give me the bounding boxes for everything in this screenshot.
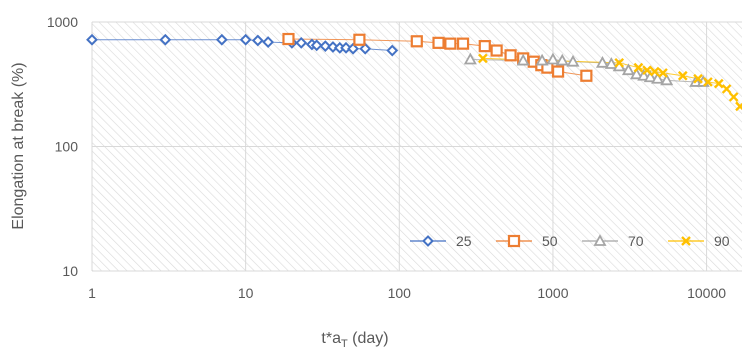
series-50-point (282, 32, 295, 46)
series-90-point (658, 68, 668, 78)
series-70-point (516, 53, 530, 66)
y-tick-label: 1000 (47, 14, 78, 30)
data-markers (86, 32, 742, 112)
x-tick-label: 1000 (537, 285, 568, 301)
series-90-point (703, 77, 713, 87)
series-70-point (621, 63, 635, 76)
series-25-point (327, 41, 339, 53)
series-90-point (614, 57, 625, 68)
series-50-point (456, 37, 470, 50)
series-25-point (251, 34, 264, 47)
series-50-point (353, 33, 366, 46)
series-50-point (432, 36, 445, 49)
series-25-point (340, 41, 352, 54)
series-70-point (630, 67, 644, 80)
series-50-point (410, 35, 423, 48)
series-90-point (642, 65, 652, 76)
series-90-point (478, 53, 488, 64)
legend-marker (593, 234, 607, 246)
marker-stroke (693, 73, 703, 84)
x-tick-label: 10 (238, 285, 254, 301)
legend-label: 90 (714, 233, 730, 249)
x-axis-title-main: t*a (321, 330, 341, 347)
series-90-point (735, 101, 742, 112)
legend-marker (422, 235, 434, 247)
tick-labels: 1 10 100 1000 10000 10 100 1000 (47, 14, 726, 301)
legend-marker (681, 236, 691, 246)
series-90-point (677, 70, 688, 81)
series-70-point (566, 54, 580, 67)
y-axis-title: Elongation at break (%) (10, 62, 27, 229)
legend-label: 50 (542, 233, 558, 249)
series-70-point (651, 71, 665, 84)
legend-marker (507, 234, 521, 248)
marker-stroke (703, 77, 713, 87)
legend-item-25: 25 (410, 233, 472, 249)
marker-stroke (633, 62, 644, 73)
marker-stroke (713, 78, 724, 89)
x-axis-title-unit: (day) (348, 330, 389, 347)
series-25-point (159, 33, 172, 46)
legend-item-70: 70 (582, 233, 644, 249)
series-50-point (551, 65, 565, 78)
series-25-point (359, 42, 372, 55)
x-axis-title-subscript: T (341, 338, 348, 347)
series-70-point (555, 53, 569, 66)
x-axis-title: t*aT (day) (321, 330, 388, 347)
legend: 25 50 70 90 (410, 233, 730, 249)
series-50-point (504, 49, 517, 62)
series-50-point (490, 44, 503, 57)
series-50-point (580, 69, 593, 82)
x-tick-label: 1 (88, 285, 96, 301)
marker-stroke (681, 236, 691, 246)
series-25-markers (86, 33, 399, 57)
legend-label: 70 (628, 233, 644, 249)
legend-item-90: 90 (668, 233, 730, 249)
series-25-point (262, 36, 275, 48)
series-50-point (444, 37, 457, 50)
series-70-point (637, 68, 651, 81)
marker-stroke (677, 70, 688, 81)
marker-stroke (642, 65, 652, 76)
series-70-point (546, 52, 560, 65)
legend-item-50: 50 (496, 233, 558, 249)
series-25-point (386, 44, 399, 57)
marker-stroke (649, 66, 660, 77)
series-25-point (215, 33, 228, 46)
marker-stroke (728, 92, 739, 102)
series-90-point (633, 62, 644, 73)
series-90-markers (478, 53, 742, 112)
series-70-point (643, 70, 657, 83)
series-25-point (295, 36, 308, 49)
series-90-point (693, 73, 703, 84)
series-70-point (595, 55, 609, 68)
marker-stroke (721, 84, 732, 94)
series-90-point (728, 92, 739, 102)
series-25-point (239, 33, 252, 46)
series-25-point (310, 39, 323, 52)
series-25-point (86, 33, 98, 46)
marker-stroke (478, 53, 488, 64)
x-tick-label: 10000 (687, 285, 726, 301)
series-70-point (604, 57, 618, 69)
marker-stroke (735, 102, 742, 112)
series-90-point (649, 66, 660, 77)
series-70-point (535, 53, 549, 66)
series-70-point (463, 52, 477, 65)
marker-stroke (614, 57, 625, 68)
series-50-point (478, 40, 491, 53)
series-70-point (660, 73, 674, 86)
marker-stroke (658, 68, 668, 78)
series-50-markers (282, 32, 593, 82)
y-tick-label: 10 (62, 263, 78, 279)
series-25-point (319, 40, 332, 53)
y-tick-label: 100 (55, 139, 79, 155)
series-90-point (713, 78, 724, 89)
x-tick-label: 100 (388, 285, 412, 301)
legend-label: 25 (456, 233, 472, 249)
series-90-point (721, 84, 732, 94)
series-25-point (347, 42, 359, 55)
